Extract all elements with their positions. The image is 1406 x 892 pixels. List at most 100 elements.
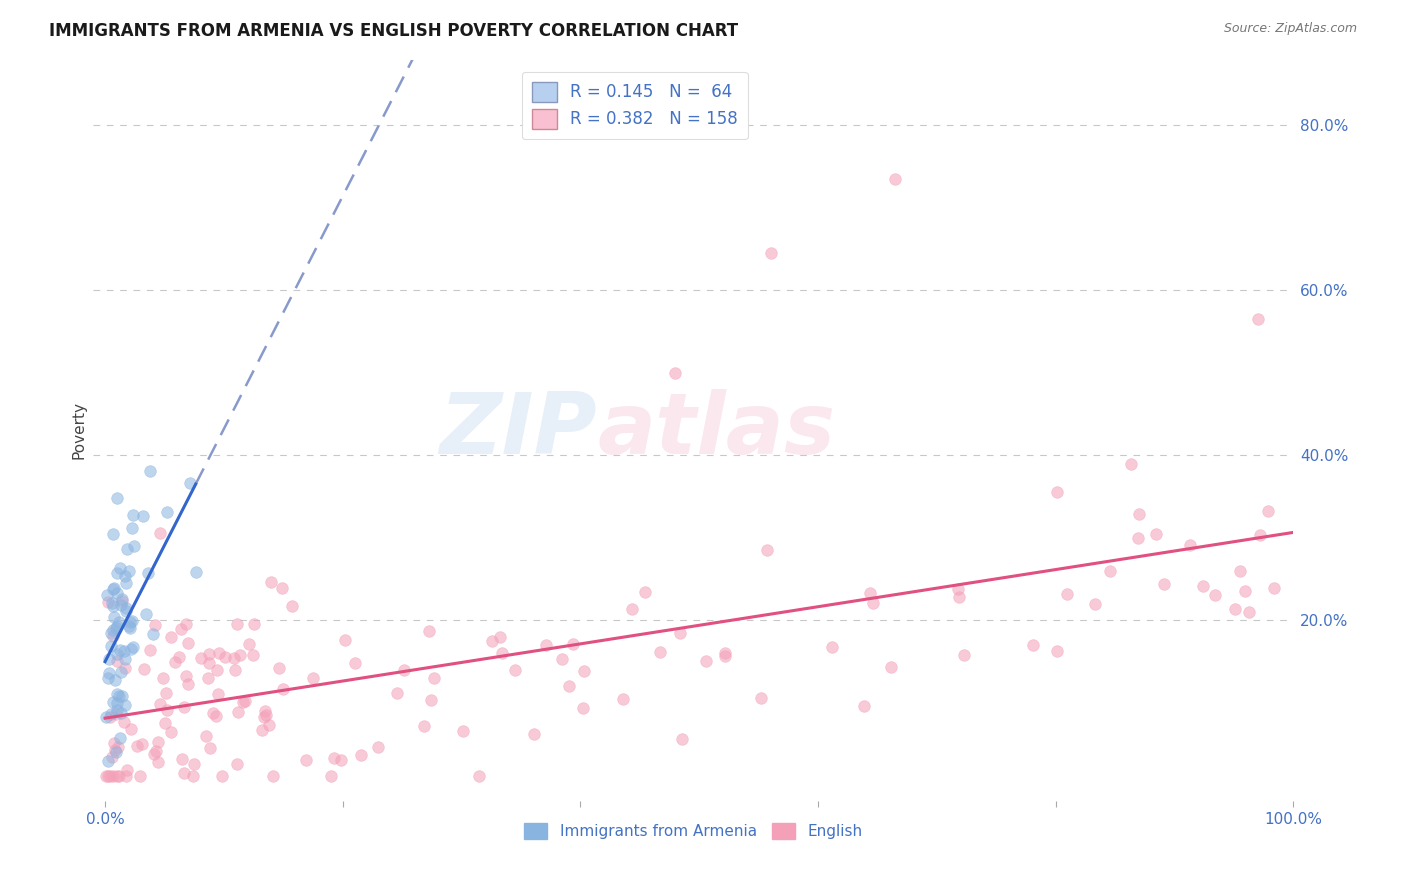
Point — [253, 710, 276, 724]
Point — [121, 521, 143, 535]
Point — [260, 574, 283, 589]
Point — [105, 586, 128, 600]
Point — [1192, 579, 1215, 593]
Point — [114, 652, 136, 666]
Point — [1046, 485, 1069, 500]
Y-axis label: Poverty: Poverty — [72, 401, 86, 459]
Point — [115, 600, 138, 615]
Point — [229, 648, 252, 662]
Point — [503, 663, 526, 677]
Point — [121, 508, 143, 522]
Point — [172, 752, 194, 766]
Point — [1098, 564, 1121, 578]
Point — [97, 754, 120, 768]
Point — [105, 687, 128, 701]
Point — [1223, 602, 1246, 616]
Point — [271, 681, 294, 696]
Point — [302, 671, 325, 685]
Point — [159, 724, 181, 739]
Point — [114, 698, 136, 712]
Point — [648, 645, 671, 659]
Point — [714, 648, 737, 663]
Point — [100, 750, 122, 764]
Point — [222, 651, 245, 665]
Point — [226, 756, 249, 771]
Point — [111, 690, 134, 704]
Point — [184, 565, 207, 579]
Point — [257, 718, 280, 732]
Point — [467, 769, 489, 783]
Point — [1229, 564, 1251, 578]
Text: ZIP: ZIP — [440, 389, 598, 472]
Point — [343, 656, 366, 670]
Point — [254, 704, 277, 718]
Point — [97, 769, 120, 783]
Point — [142, 627, 165, 641]
Point — [100, 625, 122, 640]
Point — [96, 710, 118, 724]
Point — [1153, 577, 1175, 591]
Point — [201, 706, 224, 720]
Point — [1257, 504, 1279, 518]
Point — [105, 697, 128, 711]
Point — [177, 677, 200, 691]
Point — [197, 671, 219, 685]
Point — [211, 769, 233, 783]
Point — [367, 739, 389, 754]
Point — [104, 621, 127, 635]
Point — [271, 581, 294, 595]
Point — [181, 769, 204, 783]
Point — [243, 616, 266, 631]
Point — [101, 623, 124, 637]
Point — [155, 686, 177, 700]
Point — [97, 595, 120, 609]
Point — [884, 172, 907, 186]
Point — [115, 769, 138, 783]
Point — [173, 765, 195, 780]
Point — [1144, 526, 1167, 541]
Point — [111, 593, 134, 607]
Point — [104, 673, 127, 687]
Point — [233, 694, 256, 708]
Point — [105, 647, 128, 661]
Point — [145, 617, 167, 632]
Point — [103, 695, 125, 709]
Point — [100, 639, 122, 653]
Point — [571, 700, 593, 714]
Point — [1180, 538, 1202, 552]
Point — [749, 691, 772, 706]
Point — [169, 649, 191, 664]
Point — [173, 700, 195, 714]
Text: IMMIGRANTS FROM ARMENIA VS ENGLISH POVERTY CORRELATION CHART: IMMIGRANTS FROM ARMENIA VS ENGLISH POVER… — [49, 22, 738, 40]
Point — [295, 754, 318, 768]
Point — [115, 763, 138, 777]
Point — [120, 642, 142, 657]
Point — [572, 664, 595, 678]
Point — [156, 703, 179, 717]
Point — [262, 769, 284, 783]
Point — [1056, 587, 1078, 601]
Point — [177, 636, 200, 650]
Text: Source: ZipAtlas.com: Source: ZipAtlas.com — [1223, 22, 1357, 36]
Point — [392, 663, 415, 677]
Point — [562, 637, 585, 651]
Point — [621, 602, 644, 616]
Point — [413, 719, 436, 733]
Point — [204, 709, 226, 723]
Point — [101, 582, 124, 596]
Point — [1121, 457, 1143, 471]
Point — [131, 737, 153, 751]
Legend: Immigrants from Armenia, English: Immigrants from Armenia, English — [519, 817, 869, 845]
Point — [335, 633, 357, 648]
Point — [536, 638, 558, 652]
Point — [134, 662, 156, 676]
Point — [451, 723, 474, 738]
Point — [207, 688, 229, 702]
Text: atlas: atlas — [598, 389, 835, 472]
Point — [112, 715, 135, 730]
Point — [214, 649, 236, 664]
Point — [118, 564, 141, 578]
Point — [1084, 597, 1107, 611]
Point — [101, 629, 124, 643]
Point — [107, 769, 129, 783]
